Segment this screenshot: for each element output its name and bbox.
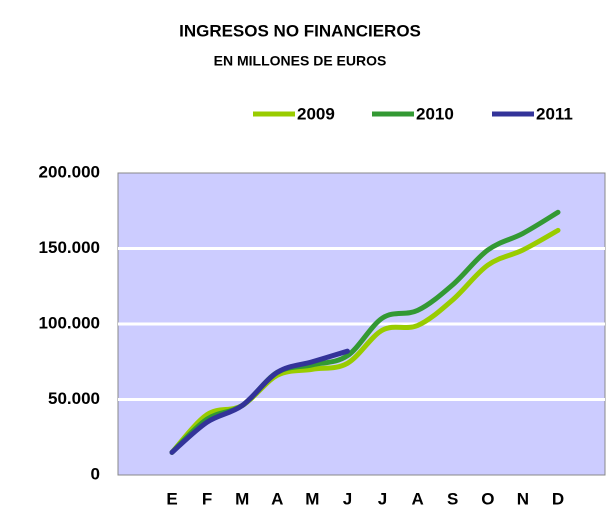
x-tick-label: M bbox=[305, 489, 319, 508]
y-tick-label: 0 bbox=[91, 464, 100, 483]
y-tick-label: 50.000 bbox=[48, 389, 100, 408]
x-tick-label: J bbox=[343, 489, 352, 508]
x-tick-label: D bbox=[552, 489, 564, 508]
x-tick-label: M bbox=[235, 489, 249, 508]
y-tick-label: 100.000 bbox=[39, 313, 100, 332]
chart-title: INGRESOS NO FINANCIEROS bbox=[179, 21, 421, 40]
x-tick-label: O bbox=[481, 489, 494, 508]
x-tick-label: A bbox=[271, 489, 283, 508]
x-tick-label: S bbox=[447, 489, 458, 508]
x-tick-label: F bbox=[202, 489, 212, 508]
x-tick-label: J bbox=[378, 489, 387, 508]
y-tick-label: 150.000 bbox=[39, 238, 100, 257]
legend-label: 2009 bbox=[297, 104, 335, 123]
legend-label: 2011 bbox=[536, 104, 573, 123]
line-series bbox=[169, 348, 350, 455]
x-tick-label: N bbox=[517, 489, 529, 508]
x-tick-label: A bbox=[411, 489, 423, 508]
legend-label: 2010 bbox=[416, 104, 454, 123]
x-tick-label: E bbox=[166, 489, 177, 508]
chart-subtitle: EN MILLONES DE EUROS bbox=[214, 53, 387, 69]
y-tick-label: 200.000 bbox=[39, 162, 100, 181]
